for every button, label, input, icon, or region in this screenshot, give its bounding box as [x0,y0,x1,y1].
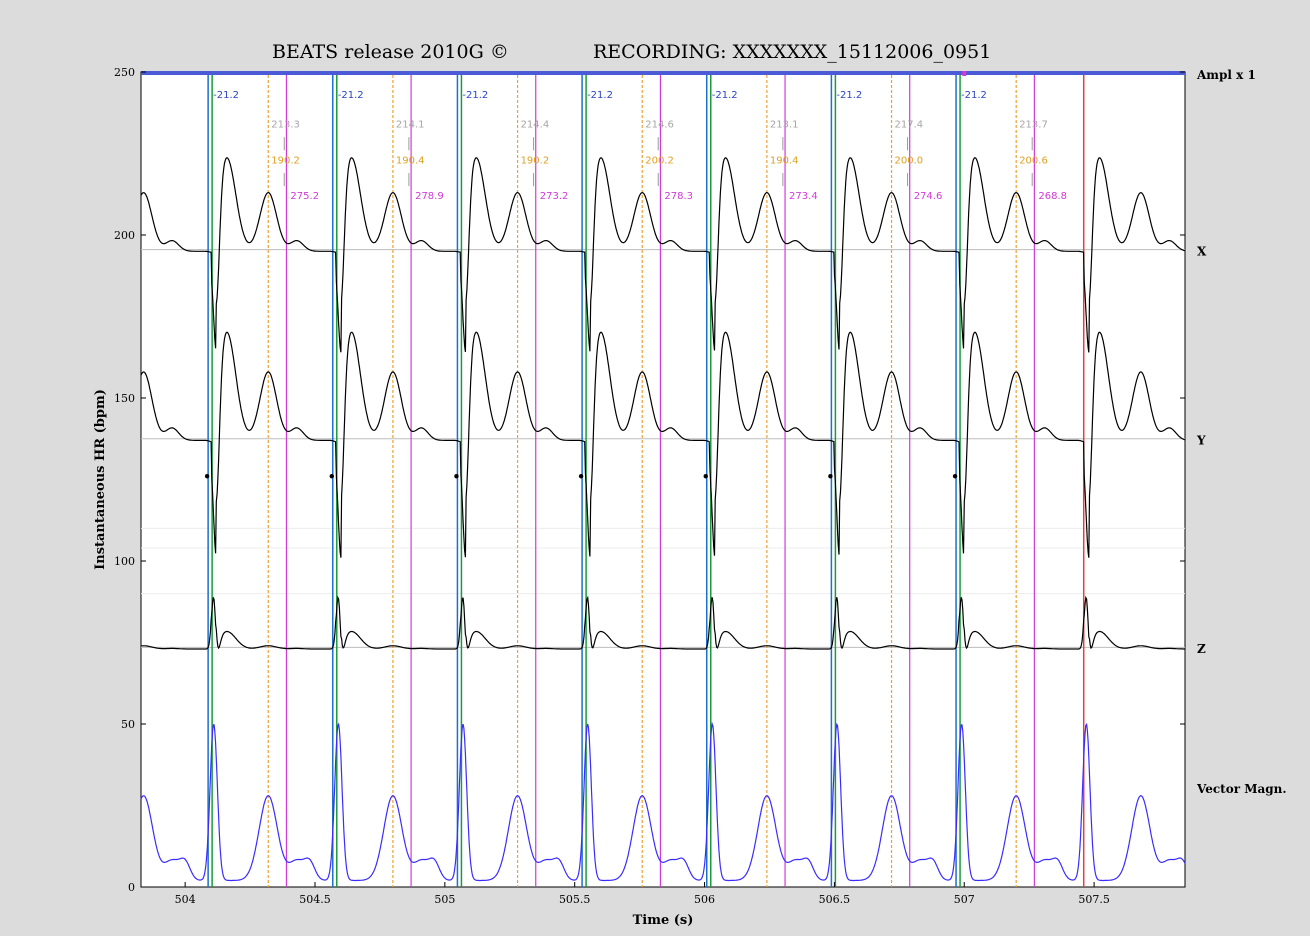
x-tick-label: 504 [175,893,196,906]
trace-label: X [1197,244,1207,258]
plot-area [140,71,1186,888]
y-onset-dot [703,474,708,479]
trace-vector-magn- [140,721,1186,882]
interval-label: 214.4 [521,119,550,130]
x-tick-label: 505 [434,893,455,906]
t-peak-label: 190.2 [521,155,550,166]
y-axis-label: Instantaneous HR (bpm) [93,389,108,570]
interval-label: 213.3 [271,119,300,130]
trace-label: Z [1197,642,1206,656]
t-end-label: 275.2 [290,191,319,202]
t-end-label: 274.6 [914,191,943,202]
title-right: RECORDING: XXXXXXX_15112006_0951 [593,41,991,63]
q-label: -21.2 [213,90,239,101]
x-tick-label: 506.5 [819,893,851,906]
x-tick-label: 506 [694,893,715,906]
y-onset-dot [204,474,210,479]
t-peak-label: 200.2 [645,155,674,166]
amplitude-bar [141,71,1185,75]
y-onset-dot [578,474,584,479]
interval-label: 213.1 [770,119,799,130]
t-end-label: 278.9 [415,191,444,202]
q-label: -21.2 [712,90,738,101]
interval-label: 217.4 [895,119,924,130]
y-onset-dot [952,474,958,479]
trace-z [140,595,1185,650]
x-tick-label: 507 [954,893,975,906]
trace-x [140,157,1186,353]
t-peak-label: 200.0 [895,155,924,166]
t-peak-label: 190.4 [396,155,425,166]
t-end-label: 273.2 [540,191,569,202]
y-tick-label: 250 [114,66,135,79]
q-label: -21.2 [587,90,613,101]
marker [962,71,967,76]
y-onset-dot [329,474,334,479]
y-onset-dot [454,474,459,479]
y-tick-label: 100 [114,555,135,568]
t-peak-label: 190.4 [770,155,799,166]
t-peak-label: 200.6 [1019,155,1048,166]
interval-label: 213.7 [1019,119,1048,130]
title-left: BEATS release 2010G © [272,41,509,63]
x-axis-label: Time (s) [633,913,694,928]
q-label: -21.2 [961,90,987,101]
y-tick-label: 50 [121,718,135,731]
t-end-label: 273.4 [789,191,818,202]
q-label: -21.2 [462,90,488,101]
y-tick-label: 150 [114,392,135,405]
t-peak-label: 190.2 [271,155,300,166]
q-label: -21.2 [338,90,364,101]
x-tick-label: 504.5 [299,893,331,906]
trace-label: Y [1196,433,1206,447]
y-onset-dot [828,474,833,479]
interval-label: 214.6 [645,119,674,130]
x-tick-label: 507.5 [1078,893,1110,906]
amplitude-label: Ampl x 1 [1196,68,1256,82]
x-tick-label: 505.5 [559,893,591,906]
trace-y [140,331,1186,558]
y-tick-label: 200 [114,229,135,242]
q-label: -21.2 [836,90,862,101]
t-end-label: 278.3 [664,191,693,202]
trace-label: Vector Magn. [1196,782,1287,796]
interval-label: 214.1 [396,119,425,130]
t-end-label: 268.8 [1038,191,1067,202]
y-tick-label: 0 [128,881,135,894]
